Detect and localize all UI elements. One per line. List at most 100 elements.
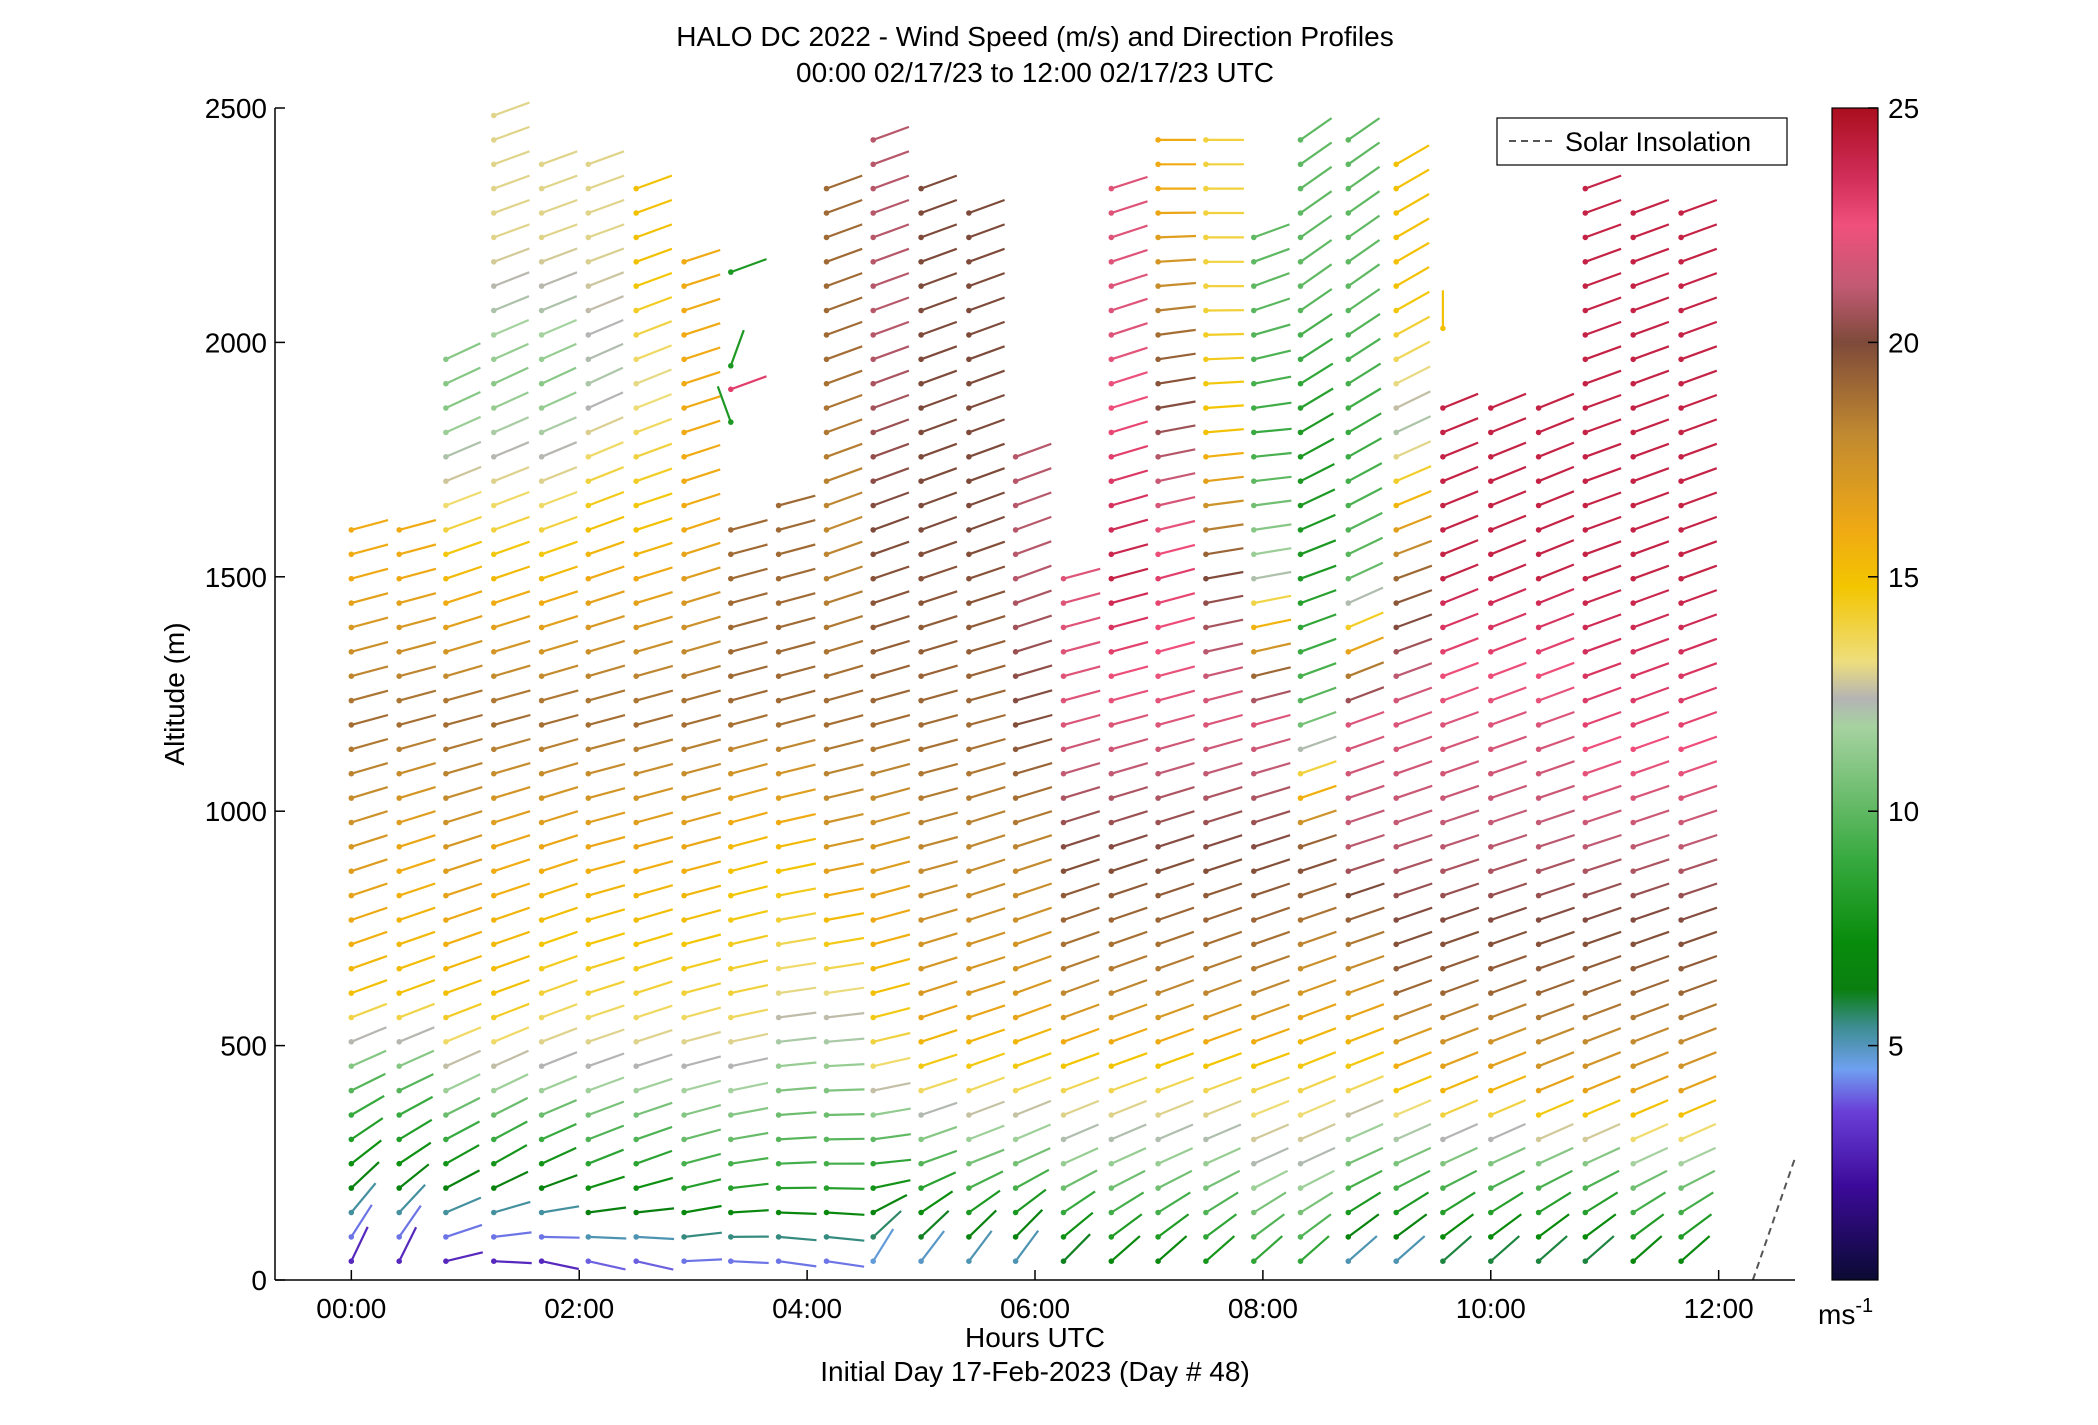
wind-vector <box>1299 117 1333 141</box>
wind-vector <box>1680 613 1718 629</box>
wind-vector-head <box>1678 1209 1684 1216</box>
wind-vector-head <box>1203 965 1209 972</box>
wind-vector-head <box>775 892 782 899</box>
wind-vector-head <box>1155 332 1161 338</box>
wind-vector <box>1299 239 1333 263</box>
wind-vector <box>1490 784 1528 800</box>
wind-vector-head <box>1678 649 1684 655</box>
wind-vector-head <box>1393 941 1399 948</box>
wind-vector <box>1299 1169 1335 1190</box>
wind-vector-head <box>1297 1234 1304 1240</box>
wind-vector <box>541 713 579 726</box>
wind-vector <box>1205 356 1244 361</box>
wind-vector-head <box>1630 429 1636 436</box>
wind-vector-head <box>1345 283 1352 289</box>
wind-vector <box>872 787 911 800</box>
wind-vector <box>445 366 481 385</box>
wind-vector-head <box>633 868 639 874</box>
wind-vector-head <box>870 405 876 411</box>
wind-vector-head <box>775 1014 782 1021</box>
wind-vector-head <box>1297 770 1304 777</box>
wind-vector-head <box>1678 332 1684 338</box>
wind-vector <box>1347 190 1381 214</box>
wind-vector <box>920 1190 954 1214</box>
wind-vector <box>1395 613 1433 629</box>
wind-vector-head <box>396 844 403 850</box>
wind-vector <box>445 689 483 702</box>
wind-vector <box>872 150 910 166</box>
wind-vector-head <box>1488 844 1494 850</box>
wind-vector <box>920 689 958 702</box>
wind-vector <box>826 887 865 897</box>
wind-vector <box>872 320 910 336</box>
wind-vector <box>1584 296 1622 312</box>
wind-vector <box>683 468 721 483</box>
wind-vector <box>1442 809 1480 824</box>
wind-vector <box>872 174 910 190</box>
wind-vector <box>493 1120 528 1141</box>
wind-vector <box>683 835 722 848</box>
wind-vector-head <box>728 746 734 753</box>
wind-vector-head <box>1582 380 1589 387</box>
wind-vector <box>1063 567 1101 580</box>
wind-vector-head <box>1155 868 1161 874</box>
wind-vector <box>1632 540 1670 556</box>
wind-vector-head <box>1582 1160 1589 1167</box>
wind-vector-head <box>1251 1234 1257 1240</box>
wind-vector-head <box>443 1209 449 1216</box>
wind-vector <box>635 417 673 434</box>
wind-vector-head <box>1345 551 1352 558</box>
wind-vector-head <box>775 697 782 704</box>
wind-vector-head <box>396 1209 403 1216</box>
wind-vector-head <box>918 722 924 728</box>
wind-vector-head <box>1678 819 1684 826</box>
wind-vector-head <box>1251 259 1257 265</box>
wind-vector <box>635 320 673 336</box>
wind-vector-head <box>396 649 403 655</box>
wind-vector <box>635 541 673 556</box>
wind-vector-head <box>823 1112 830 1118</box>
wind-vector-head <box>491 454 497 460</box>
wind-vector-head <box>396 770 403 777</box>
wind-vector-head <box>348 868 355 874</box>
wind-vector-head <box>823 965 830 972</box>
wind-vector <box>683 273 721 288</box>
wind-vector <box>635 787 674 800</box>
wind-vector-head <box>1488 429 1494 436</box>
wind-vector-head <box>1440 1063 1446 1069</box>
wind-vector <box>588 714 626 726</box>
wind-vector-head <box>1251 380 1257 387</box>
wind-vector <box>730 1057 769 1068</box>
wind-vector-head <box>538 332 545 338</box>
wind-vector <box>1015 664 1053 678</box>
wind-vector-head <box>348 1136 355 1143</box>
wind-vector <box>1490 514 1527 531</box>
wind-vector-head <box>1630 770 1636 777</box>
wind-vector-head <box>1203 502 1209 509</box>
wind-vector <box>920 320 958 336</box>
wind-vector <box>730 1008 769 1019</box>
wind-vector-head <box>1630 1039 1636 1045</box>
wind-vector-head <box>633 1185 639 1191</box>
wind-vector-head <box>1012 1160 1019 1167</box>
wind-vector-head <box>823 770 830 777</box>
wind-vector <box>541 223 578 239</box>
wind-vector-head <box>681 454 687 460</box>
wind-vector <box>1490 490 1527 507</box>
wind-vector <box>872 272 910 288</box>
wind-vector <box>445 540 483 556</box>
wind-vector <box>541 882 579 897</box>
wind-vector-head <box>918 185 924 192</box>
wind-vector-head <box>966 990 972 996</box>
wind-vector <box>635 467 673 483</box>
wind-vector-head <box>823 941 830 948</box>
wind-vector-head <box>966 892 972 899</box>
wind-vector <box>1299 1235 1330 1263</box>
wind-vector <box>1395 440 1432 458</box>
wind-vector <box>730 519 768 531</box>
wind-vector-head <box>491 770 497 777</box>
wind-vector-head <box>823 551 830 558</box>
wind-vector <box>1442 1191 1476 1214</box>
wind-vector-head <box>1297 478 1304 485</box>
wind-vector-head <box>1630 819 1636 826</box>
